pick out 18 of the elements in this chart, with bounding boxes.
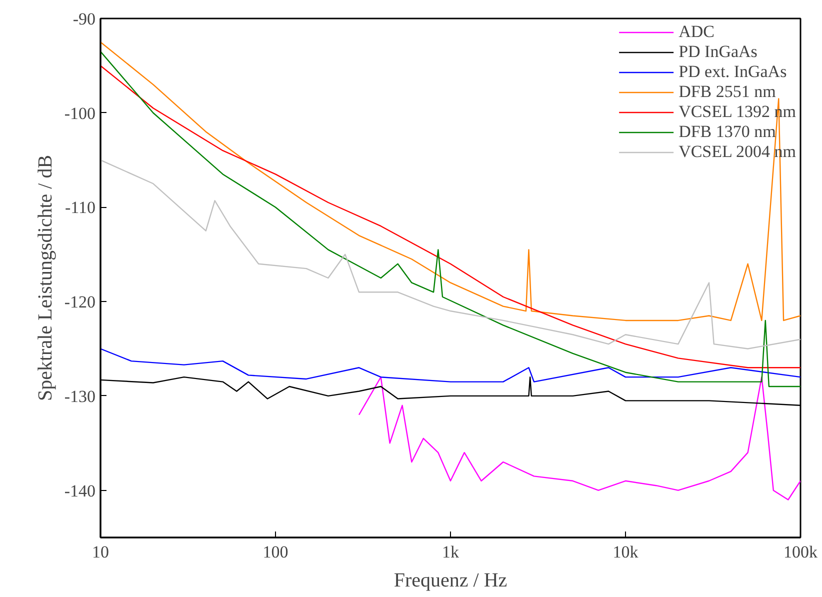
legend-label: ADC — [678, 22, 714, 42]
legend-label: DFB 2551 nm — [678, 82, 776, 102]
x-tick-label: 10 — [92, 542, 109, 562]
x-tick-label: 10k — [612, 542, 639, 562]
y-tick-label: -120 — [64, 292, 96, 312]
x-tick-label: 1k — [442, 542, 460, 562]
y-tick-label: -100 — [64, 104, 96, 123]
y-tick-label: -130 — [64, 386, 96, 406]
y-tick-label: -90 — [72, 10, 96, 28]
y-tick-label: -140 — [64, 481, 96, 500]
x-tick-label: 100 — [262, 542, 288, 562]
y-axis-title: Spektrale Leistungsdichte / dB — [34, 154, 56, 402]
x-tick-label: 100k — [784, 542, 818, 562]
x-axis-title: Frequenz / Hz — [394, 570, 508, 592]
legend-label: PD ext. InGaAs — [678, 62, 787, 82]
y-tick-label: -110 — [64, 198, 96, 218]
legend-label: DFB 1370 nm — [678, 122, 776, 142]
legend-label: PD InGaAs — [678, 42, 758, 62]
